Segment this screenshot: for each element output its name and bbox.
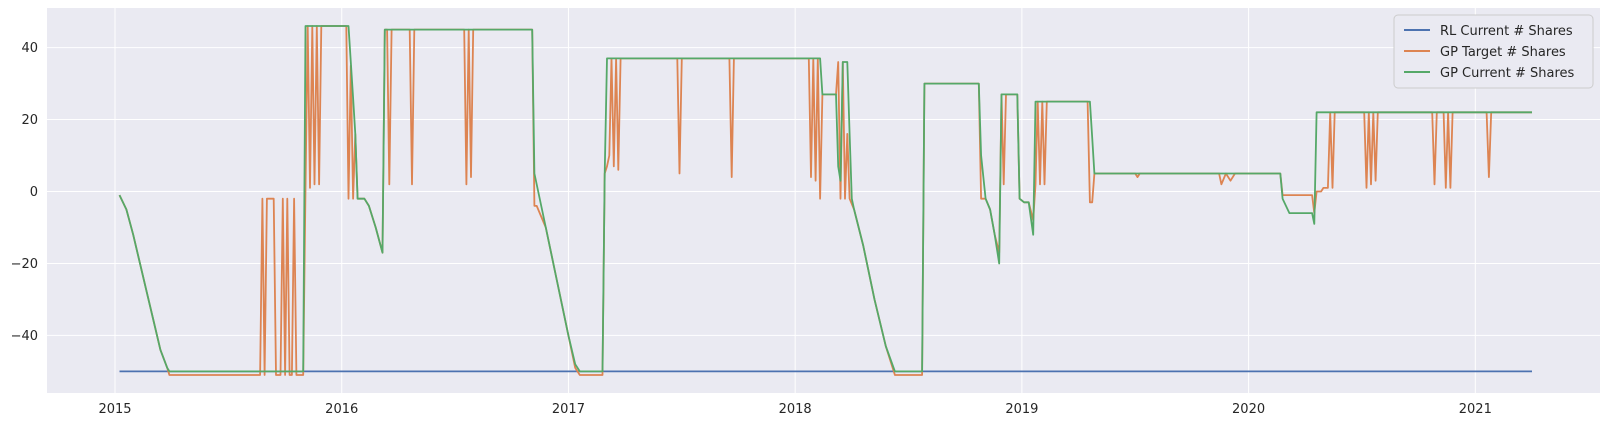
x-axis-ticks: 2015 2016 2017 2018 2019 2020 2021 [98, 402, 1491, 417]
legend: RL Current # Shares GP Target # Shares G… [1393, 14, 1594, 89]
legend-label: GP Target # Shares [1440, 45, 1566, 60]
legend-box [1393, 14, 1594, 89]
y-tick-label: −40 [11, 329, 38, 344]
y-tick-label: 0 [30, 185, 38, 200]
y-tick-label: 20 [21, 113, 38, 128]
x-tick-label: 2021 [1459, 402, 1492, 417]
x-tick-label: 2018 [779, 402, 812, 417]
legend-label: RL Current # Shares [1440, 24, 1573, 39]
x-tick-label: 2020 [1232, 402, 1265, 417]
legend-item-rl-current: RL Current # Shares [1404, 24, 1573, 39]
x-tick-label: 2019 [1005, 402, 1038, 417]
legend-item-gp-target: GP Target # Shares [1404, 45, 1566, 60]
y-axis-ticks: −40 −20 0 20 40 [11, 41, 38, 344]
y-tick-label: 40 [21, 41, 38, 56]
legend-label: GP Current # Shares [1440, 66, 1575, 81]
series-line-gp-target-shares [118, 25, 1532, 376]
x-tick-label: 2017 [552, 402, 585, 417]
x-tick-label: 2015 [98, 402, 131, 417]
series-lines [118, 25, 1532, 376]
y-tick-label: −20 [11, 257, 38, 272]
x-tick-label: 2016 [325, 402, 358, 417]
legend-item-gp-current: GP Current # Shares [1404, 66, 1575, 81]
series-line-gp-current-shares [118, 25, 1532, 373]
